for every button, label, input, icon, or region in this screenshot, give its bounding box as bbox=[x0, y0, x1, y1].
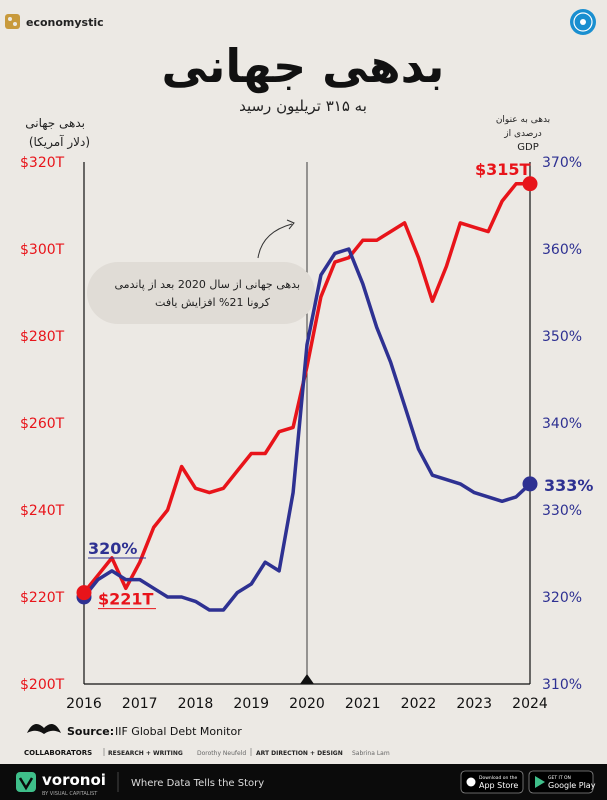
y-left-tick-label: $320T bbox=[20, 155, 65, 171]
data-label: $315T bbox=[475, 160, 531, 179]
y-right-tick-label: 310% bbox=[542, 677, 582, 693]
left-axis-title-line1: بدهی جهانی bbox=[25, 116, 85, 130]
research-name: Dorothy Neufeld bbox=[197, 750, 246, 757]
y-left-tick-label: $240T bbox=[20, 503, 65, 519]
debt-gdp-end-point bbox=[522, 476, 538, 492]
x-tick-label: 2021 bbox=[345, 696, 381, 712]
footer-bar: voronoi BY VISUAL CAPITALIST Where Data … bbox=[0, 764, 607, 800]
arrow-icon bbox=[257, 223, 293, 259]
annotation: بدهی جهانی از سال 2020 بعد از پاندمی کرو… bbox=[87, 219, 315, 324]
google-play-button[interactable]: GET IT ON Google Play bbox=[528, 770, 596, 794]
y-left-tick-label: $260T bbox=[20, 416, 65, 432]
debt-usd-start-point bbox=[76, 585, 92, 601]
annotation-line1: بدهی جهانی از سال 2020 بعد از پاندمی bbox=[115, 278, 300, 291]
y-left-tick-label: $200T bbox=[20, 677, 65, 693]
footer-brand-sub: BY VISUAL CAPITALIST bbox=[42, 791, 98, 797]
annotation-line2: کرونا 21% افزایش یافت bbox=[155, 296, 271, 309]
y-right-tick-label: 320% bbox=[542, 590, 582, 606]
year-2020-marker bbox=[300, 674, 314, 684]
y-left-tick-label: $220T bbox=[20, 590, 65, 606]
footer-tagline: Where Data Tells the Story bbox=[131, 778, 264, 789]
x-tick-label: 2022 bbox=[401, 696, 437, 712]
chart-labels: $315T $221T 320% 333% bbox=[88, 160, 593, 610]
source-text: IIF Global Debt Monitor bbox=[115, 725, 242, 738]
chart-axes: $200T $220T $240T $260T $280T $300T $320T 310% 3… bbox=[20, 155, 582, 712]
voronoi-logo-icon bbox=[16, 772, 36, 792]
x-tick-label: 2018 bbox=[178, 696, 214, 712]
footer-brand: voronoi bbox=[42, 771, 106, 789]
right-axis-title-line1: بدهی به عنوان bbox=[496, 115, 550, 125]
app-store-small: Download on the bbox=[479, 775, 517, 781]
economystic-logo-icon bbox=[5, 14, 20, 29]
right-axis-title-line2: درصدی از bbox=[503, 129, 541, 139]
data-label: $221T bbox=[98, 590, 154, 609]
page-title: بدهی جهانی bbox=[162, 39, 445, 93]
brand-name: economystic bbox=[26, 16, 104, 29]
data-label: 333% bbox=[544, 476, 593, 495]
y-right-tick-label: 350% bbox=[542, 329, 582, 345]
y-left-tick-label: $300T bbox=[20, 242, 65, 258]
app-store-button[interactable]: Download on the App Store bbox=[460, 770, 524, 794]
x-tick-label: 2024 bbox=[512, 696, 548, 712]
page-subtitle: به ۳۱۵ تریلیون رسید bbox=[239, 97, 367, 115]
right-axis-title-line3: GDP bbox=[517, 142, 538, 153]
apple-icon bbox=[466, 777, 476, 787]
debt-gdp-line bbox=[82, 247, 532, 612]
collaborators-label: COLLABORATORS bbox=[24, 749, 92, 757]
x-tick-label: 2019 bbox=[233, 696, 269, 712]
mustache-logo-icon bbox=[27, 724, 61, 734]
x-tick-label: 2016 bbox=[66, 696, 102, 712]
x-tick-label: 2020 bbox=[289, 696, 325, 712]
art-label: ART DIRECTION + DESIGN bbox=[256, 750, 343, 757]
art-name: Sabrina Lam bbox=[352, 750, 390, 757]
emblem-icon bbox=[570, 9, 596, 35]
research-label: RESEARCH + WRITING bbox=[108, 750, 183, 757]
google-play-icon bbox=[535, 776, 545, 788]
y-left-tick-label: $280T bbox=[20, 329, 65, 345]
debt-usd-line bbox=[82, 182, 532, 595]
data-label: 320% bbox=[88, 539, 137, 558]
y-right-tick-label: 340% bbox=[542, 416, 582, 432]
chart-series bbox=[76, 176, 538, 612]
x-tick-label: 2023 bbox=[456, 696, 492, 712]
y-right-tick-label: 360% bbox=[542, 242, 582, 258]
y-right-tick-label: 330% bbox=[542, 503, 582, 519]
left-axis-title-line2: (دلار آمریکا) bbox=[29, 134, 90, 150]
google-play-label: Google Play bbox=[548, 781, 596, 790]
source-label: Source: bbox=[67, 725, 114, 738]
debt-usd-end-point bbox=[522, 176, 538, 192]
y-right-tick-label: 370% bbox=[542, 155, 582, 171]
google-play-small: GET IT ON bbox=[548, 775, 571, 781]
app-store-label: App Store bbox=[479, 781, 518, 790]
x-tick-label: 2017 bbox=[122, 696, 158, 712]
